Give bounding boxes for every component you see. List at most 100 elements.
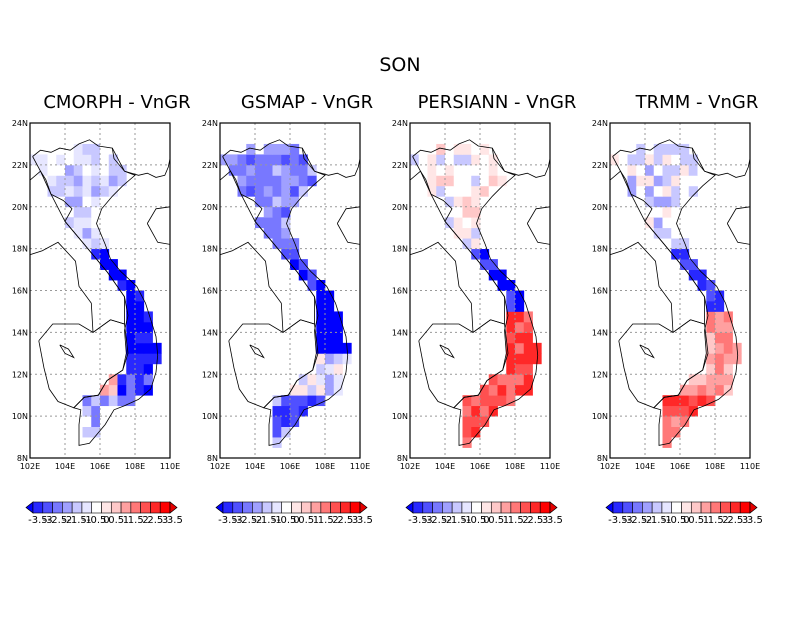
lat-tick-label: 18N bbox=[12, 245, 28, 254]
data-cell bbox=[307, 374, 317, 386]
data-cell bbox=[471, 154, 481, 166]
data-cell bbox=[645, 185, 655, 197]
data-cell bbox=[298, 164, 308, 176]
data-cell bbox=[480, 154, 490, 166]
data-cell bbox=[47, 175, 57, 187]
lat-tick-label: 16N bbox=[202, 287, 218, 296]
data-cell bbox=[627, 185, 637, 197]
data-cell bbox=[662, 437, 672, 448]
data-cell bbox=[100, 384, 110, 396]
data-cell bbox=[480, 384, 490, 396]
data-cell bbox=[462, 416, 472, 427]
data-cell bbox=[723, 353, 733, 365]
data-cell bbox=[453, 164, 463, 176]
colorbar-label: -2.5 bbox=[428, 515, 448, 526]
data-cell bbox=[263, 175, 273, 187]
data-cell bbox=[480, 185, 490, 197]
data-cell bbox=[290, 395, 300, 407]
data-cell bbox=[91, 143, 101, 155]
data-cell bbox=[680, 416, 690, 427]
data-cell bbox=[298, 185, 308, 197]
data-cell bbox=[91, 395, 101, 407]
data-cell bbox=[427, 154, 437, 166]
data-cell bbox=[680, 384, 690, 396]
data-cell bbox=[471, 405, 481, 417]
data-cell bbox=[255, 154, 265, 166]
lat-tick-label: 10N bbox=[12, 412, 28, 421]
data-cell bbox=[680, 259, 690, 270]
data-cell bbox=[480, 164, 490, 176]
data-cell bbox=[65, 185, 75, 197]
data-cell bbox=[263, 196, 273, 208]
panel-title-persiann: PERSIANN - VnGR bbox=[417, 92, 577, 113]
data-cell bbox=[671, 154, 681, 166]
data-cell bbox=[100, 143, 110, 155]
data-cell bbox=[143, 321, 153, 333]
colorbar-label: 1 bbox=[503, 515, 509, 526]
data-cell bbox=[662, 185, 672, 197]
colorbar-label: -1 bbox=[462, 515, 472, 526]
data-cell bbox=[723, 342, 733, 354]
lat-tick-label: 14N bbox=[592, 328, 608, 337]
data-cell bbox=[91, 405, 101, 417]
data-cell bbox=[281, 185, 291, 197]
data-cell bbox=[298, 259, 308, 270]
data-cell bbox=[662, 426, 672, 438]
data-cell bbox=[471, 416, 481, 427]
data-cell bbox=[281, 143, 291, 155]
data-cell bbox=[56, 164, 66, 176]
data-cell bbox=[100, 175, 110, 187]
data-cell bbox=[523, 353, 533, 365]
data-cell bbox=[117, 280, 127, 291]
panel-trmm: TRMM - VnGR 24N 22N 20N 18N 16N 14N 12N 10N 8N 10… bbox=[592, 90, 792, 526]
data-cell bbox=[523, 311, 533, 323]
lat-tick-label: 22N bbox=[592, 161, 608, 170]
panel-persiann: PERSIANN - VnGR 24N 22N 20N 18N 16N 14N 12N 10N… bbox=[392, 90, 592, 526]
data-cell bbox=[228, 164, 238, 176]
lat-tick-label: 20N bbox=[392, 203, 408, 212]
data-cell bbox=[506, 300, 516, 312]
lat-tick-label: 16N bbox=[12, 287, 28, 296]
data-cell bbox=[91, 248, 101, 260]
data-cell bbox=[480, 416, 490, 427]
coastlines bbox=[410, 139, 550, 446]
data-cell bbox=[636, 143, 646, 155]
data-cell bbox=[506, 311, 516, 323]
colorbar-label: -0.5 bbox=[87, 515, 107, 526]
colorbar-label: -1.5 bbox=[257, 515, 277, 526]
data-cell bbox=[715, 332, 725, 344]
data-cell bbox=[281, 196, 291, 208]
colorbar: -3.5-3-2.5-2-1.5-1-0.500.511.522.533.5 bbox=[405, 501, 563, 526]
panel-cmorph: CMORPH - VnGR 24N 22N 20N 18N 16N 14N 12N 10N 8N… bbox=[12, 90, 212, 526]
data-cell bbox=[126, 395, 136, 407]
data-cell bbox=[488, 164, 498, 176]
data-cell bbox=[56, 175, 66, 187]
data-cell bbox=[135, 374, 145, 386]
data-cell bbox=[281, 217, 291, 229]
data-cell bbox=[462, 196, 472, 208]
data-cell bbox=[272, 175, 282, 187]
data-cell bbox=[82, 206, 92, 218]
data-cell bbox=[462, 426, 472, 438]
colorbar-label: 0 bbox=[293, 515, 299, 526]
data-cell bbox=[272, 154, 282, 166]
colorbar-label: -0.5 bbox=[667, 515, 687, 526]
data-cell bbox=[706, 342, 716, 354]
lat-tick-label: 20N bbox=[202, 203, 218, 212]
data-cell bbox=[706, 395, 716, 407]
data-cell bbox=[316, 395, 326, 407]
data-cell bbox=[645, 196, 655, 208]
colorbar-label: 2 bbox=[722, 515, 728, 526]
data-cell bbox=[715, 374, 725, 386]
panel-title-trmm: TRMM - VnGR bbox=[635, 92, 759, 113]
data-cell bbox=[126, 332, 136, 344]
data-cell bbox=[126, 384, 136, 396]
data-cell bbox=[723, 311, 733, 323]
data-cell bbox=[117, 374, 127, 386]
grid-lines bbox=[610, 123, 750, 458]
data-cell bbox=[706, 384, 716, 396]
data-cell bbox=[272, 416, 282, 427]
lat-tick-label: 14N bbox=[12, 328, 28, 337]
data-cell bbox=[91, 206, 101, 218]
data-cell bbox=[723, 332, 733, 344]
